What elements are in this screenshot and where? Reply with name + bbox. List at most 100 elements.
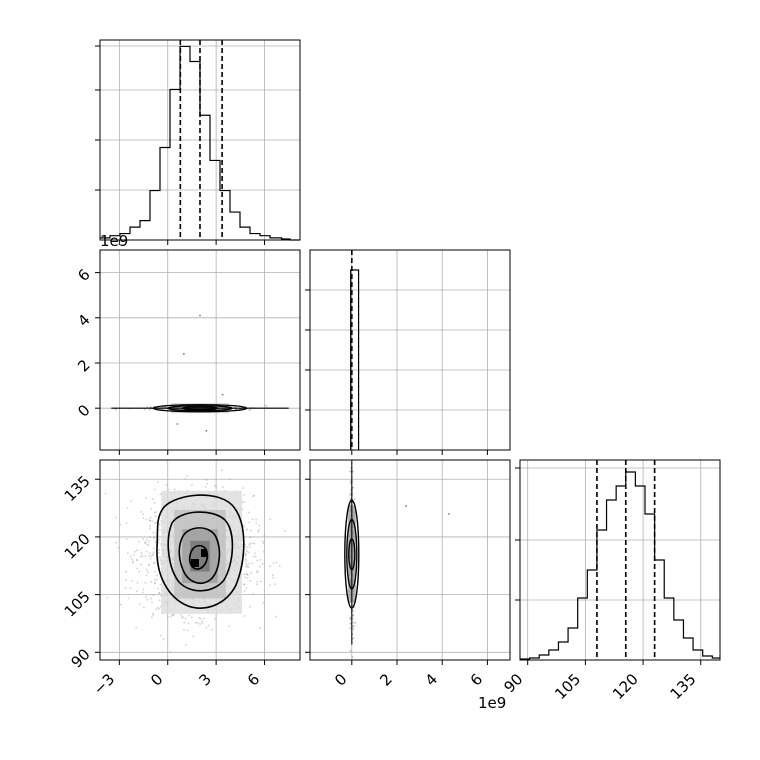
scatter-point	[143, 408, 146, 411]
scatter-point	[349, 618, 352, 621]
scatter-point	[142, 517, 145, 519]
scatter-point	[251, 562, 254, 565]
scatter-point	[148, 564, 150, 567]
scatter-point	[248, 543, 251, 546]
scatter-point	[211, 628, 214, 631]
contour-line	[346, 518, 358, 590]
x-offset-label: 1e9	[478, 694, 506, 712]
x-tick-label: 3	[195, 670, 214, 689]
scatter-point	[272, 577, 275, 579]
scatter-point	[154, 570, 156, 573]
scatter-point	[158, 599, 161, 602]
scatter-point	[264, 404, 267, 407]
contour-line	[156, 494, 245, 609]
scatter-point	[135, 558, 138, 561]
scatter-point	[272, 562, 275, 565]
scatter-point	[150, 580, 153, 583]
scatter-point	[142, 591, 144, 594]
scatter-point	[243, 590, 246, 592]
scatter-point	[274, 583, 276, 586]
scatter-point	[155, 521, 158, 524]
scatter-point	[243, 583, 246, 586]
y-tick-label: 0	[74, 401, 93, 420]
scatter-point	[155, 511, 158, 513]
scatter-point	[159, 605, 162, 608]
scatter-point	[245, 548, 248, 551]
contour-line	[188, 544, 209, 570]
panel-frame	[99, 249, 301, 451]
scatter-point	[126, 552, 129, 554]
scatter-point	[248, 562, 251, 565]
scatter-point	[242, 487, 245, 489]
scatter-point	[253, 542, 256, 545]
y-tick-label: 4	[74, 311, 93, 330]
scatter-point	[197, 622, 200, 624]
x-tick-label: −3	[90, 670, 118, 698]
scatter-point	[262, 542, 265, 544]
scatter-point	[206, 482, 208, 485]
density-bin	[201, 549, 207, 557]
scatter-point	[244, 543, 247, 546]
scatter-point	[221, 393, 224, 396]
scatter-point	[205, 429, 208, 432]
scatter-point	[153, 561, 156, 564]
scatter-point	[352, 637, 355, 640]
scatter-point	[448, 512, 450, 515]
scatter-point	[205, 478, 208, 481]
scatter-point	[154, 581, 157, 584]
scatter-point	[183, 621, 186, 624]
scatter-point	[248, 551, 250, 554]
scatter-point	[169, 615, 172, 618]
scatter-point	[157, 587, 160, 590]
scatter-point	[245, 560, 248, 562]
scatter-point	[135, 626, 138, 629]
scatter-point	[187, 622, 190, 625]
scatter-point	[158, 549, 161, 551]
scatter-point	[159, 493, 162, 495]
scatter-point	[182, 353, 185, 355]
x-tick-label: 120	[609, 670, 642, 703]
scatter-point	[256, 559, 259, 562]
scatter-point	[250, 572, 253, 575]
scatter-point	[181, 617, 184, 619]
scatter-point	[249, 529, 252, 532]
scatter-point	[142, 588, 145, 591]
scatter-point	[147, 571, 149, 574]
scatter-point	[150, 507, 153, 510]
scatter-point	[243, 583, 246, 585]
scatter-point	[152, 531, 155, 534]
scatter-point	[262, 601, 265, 604]
density-bin	[191, 559, 199, 567]
scatter-point	[246, 550, 248, 553]
scatter-point	[228, 478, 231, 481]
scatter-point	[353, 625, 355, 627]
scatter-point	[201, 622, 204, 625]
scatter-point	[245, 562, 247, 565]
scatter-point	[149, 536, 151, 539]
scatter-point	[252, 494, 255, 497]
scatter-point	[133, 553, 135, 556]
scatter-point	[142, 538, 145, 540]
scatter-point	[137, 540, 140, 543]
scatter-point	[255, 571, 258, 574]
y-tick-label: 120	[61, 530, 94, 563]
scatter-point	[149, 519, 152, 522]
scatter-point	[269, 565, 272, 568]
scatter-point	[258, 524, 261, 527]
scatter-point	[153, 501, 156, 504]
scatter-point	[114, 408, 117, 411]
scatter-point	[141, 555, 144, 557]
scatter-point	[136, 590, 138, 593]
scatter-point	[244, 546, 247, 548]
scatter-point	[249, 546, 252, 548]
scatter-point	[158, 592, 161, 595]
scatter-point	[136, 567, 139, 570]
scatter-point	[245, 558, 247, 560]
scatter-point	[144, 541, 147, 544]
scatter-point	[205, 626, 208, 629]
scatter-point	[153, 578, 156, 581]
scatter-point	[149, 516, 152, 519]
scatter-point	[221, 469, 223, 472]
scatter-point	[125, 538, 128, 541]
